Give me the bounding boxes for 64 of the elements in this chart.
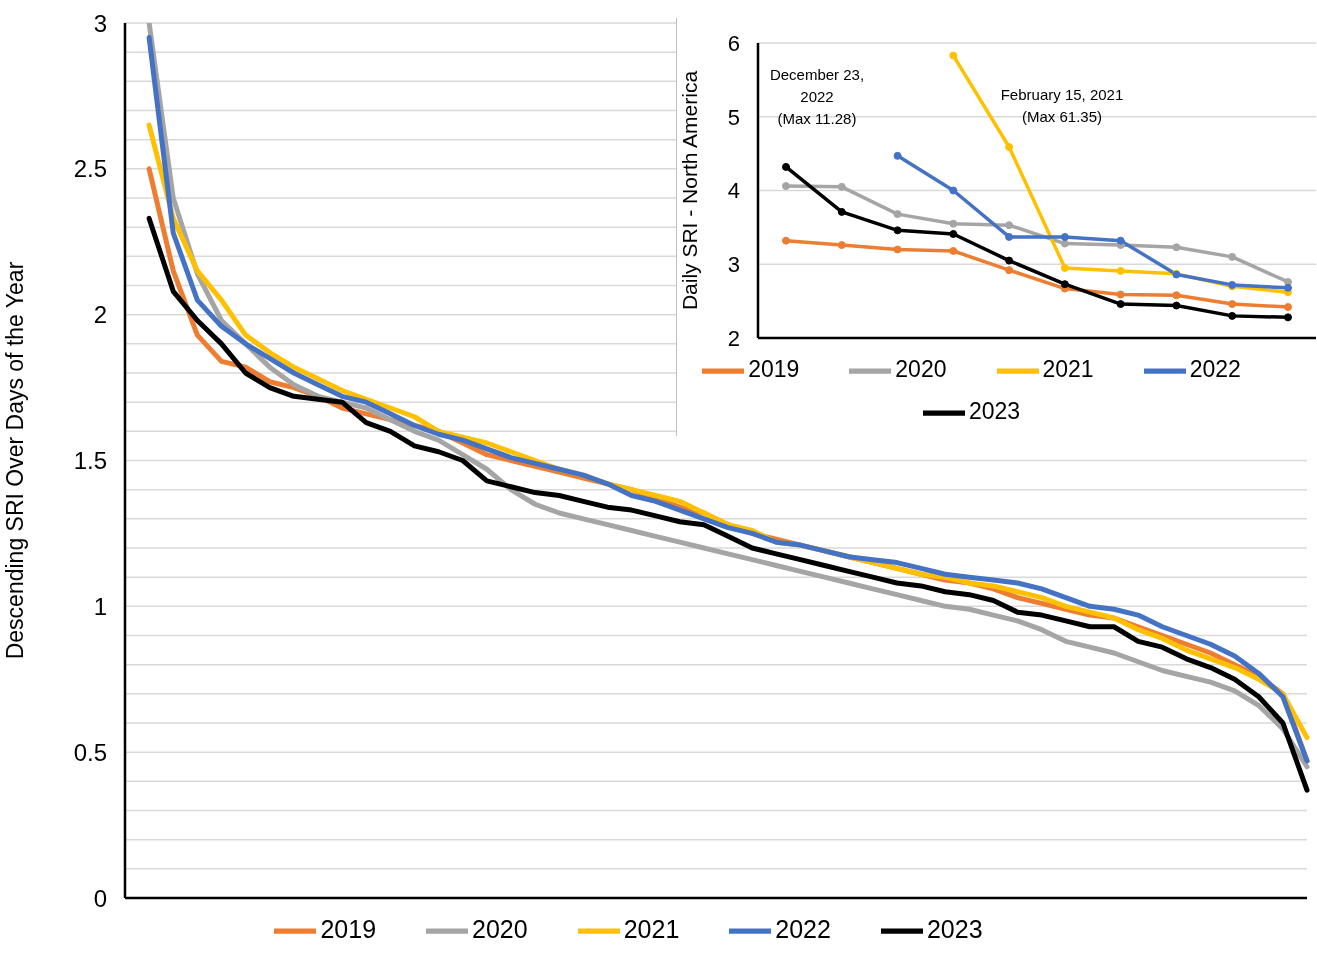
legend-label: 2021: [1042, 356, 1094, 383]
legend-label: 2022: [775, 914, 831, 943]
y-axis-title: Descending SRI Over Days of the Year: [2, 261, 29, 660]
y-tick-label: 2: [727, 325, 740, 351]
point: [1228, 311, 1237, 320]
point: [949, 51, 958, 60]
point: [1116, 290, 1125, 299]
legend-label: 2023: [968, 398, 1021, 425]
y-tick-label: 0.5: [73, 738, 107, 766]
legend-label: 2020: [472, 914, 528, 943]
point: [1228, 300, 1237, 309]
point: [893, 226, 902, 235]
point: [1284, 277, 1292, 286]
y-tick-label: 3: [727, 252, 740, 278]
legend-label: 2023: [926, 914, 983, 943]
y-tick-label: 4: [727, 178, 740, 204]
point: [1116, 300, 1125, 309]
point: [837, 207, 846, 216]
point: [893, 210, 902, 219]
y-tick-label: 2: [93, 301, 107, 329]
point: [782, 162, 790, 171]
point: [1172, 291, 1181, 300]
point: [1228, 252, 1237, 261]
point: [1284, 283, 1292, 292]
point: [949, 219, 958, 228]
point: [837, 182, 846, 191]
point: [949, 230, 958, 239]
legend-label: 2020: [895, 356, 947, 383]
legend-label: 2021: [623, 914, 680, 943]
point: [1005, 232, 1014, 241]
legend-label: 2019: [320, 914, 377, 943]
y-tick-label: 2.5: [73, 155, 107, 183]
point: [1060, 232, 1069, 241]
annotation: February 15, 2021 (Max 61.35): [999, 85, 1125, 127]
point: [949, 246, 958, 255]
point: [782, 236, 790, 245]
point: [1060, 263, 1069, 272]
point: [893, 151, 902, 160]
point: [1060, 280, 1069, 289]
y-axis-title: Daily SRI - North America: [678, 70, 702, 311]
point: [1116, 266, 1125, 275]
point: [1284, 303, 1292, 312]
point: [949, 186, 958, 195]
point: [1060, 239, 1069, 248]
y-tick-label: 1: [93, 592, 107, 620]
y-tick-label: 1.5: [73, 447, 107, 475]
y-tick-label: 5: [727, 104, 740, 130]
y-tick-label: 6: [727, 30, 740, 56]
y-tick-label: 3: [93, 9, 107, 37]
y-tick-label: 0: [93, 884, 107, 912]
point: [1284, 313, 1292, 322]
legend-label: 2022: [1189, 356, 1241, 383]
point: [1005, 221, 1014, 230]
point: [1172, 243, 1181, 252]
point: [782, 182, 790, 191]
point: [1172, 301, 1181, 310]
point: [1005, 256, 1014, 265]
annotation: December 23, 2022 (Max 11.28): [768, 65, 866, 129]
point: [1116, 236, 1125, 245]
point: [1005, 142, 1014, 151]
point: [893, 245, 902, 254]
point: [1005, 266, 1014, 275]
point: [837, 241, 846, 250]
legend-label: 2019: [748, 356, 800, 383]
